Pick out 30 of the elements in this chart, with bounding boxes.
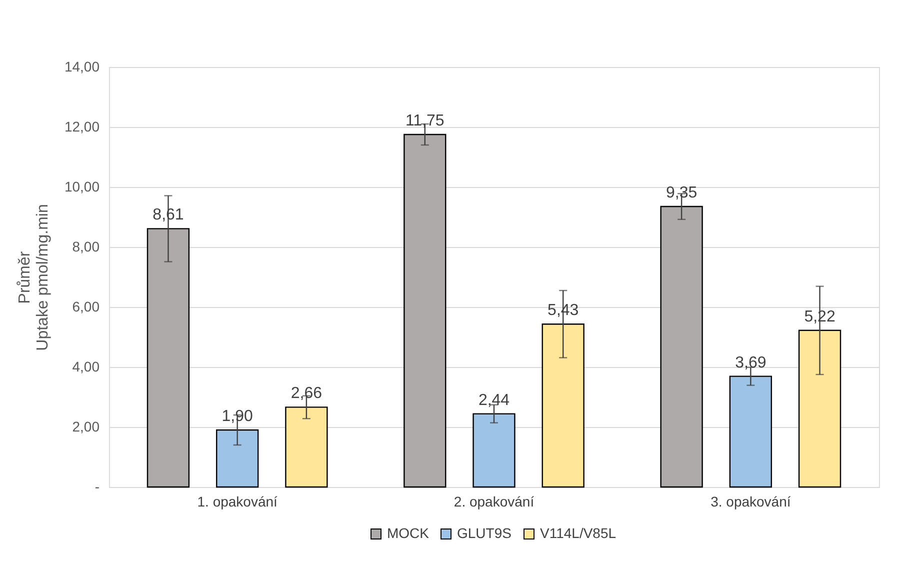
bar (798, 330, 842, 488)
y-tick-label: 2,00 (72, 418, 100, 434)
data-label: 2,66 (290, 385, 322, 402)
bar (146, 228, 190, 488)
y-tick-label: 4,00 (72, 358, 100, 374)
data-label: 3,69 (735, 354, 766, 372)
legend-label: V114L/V85L (540, 525, 616, 541)
y-tick-label: - (94, 478, 100, 494)
bar (472, 413, 516, 488)
bar (542, 324, 584, 488)
data-label: 9,35 (666, 184, 698, 202)
data-label: 1,90 (222, 408, 254, 425)
y-tick-label: 6,00 (72, 298, 100, 314)
bar (285, 406, 328, 488)
x-tick-label: 1. opakování (197, 494, 278, 510)
y-tick-label: 14,00 (64, 58, 100, 74)
data-label: 11,75 (405, 112, 444, 130)
y-tick-label: 12,00 (64, 118, 100, 134)
x-tick-label: 2. opakování (454, 494, 534, 510)
y-tick-label: 8,00 (72, 238, 100, 254)
data-label: 2,44 (478, 392, 510, 409)
y-axis-title: Průměr Uptake pmol/mg.min (16, 204, 52, 351)
legend-label: MOCK (387, 525, 430, 541)
x-tick-label: 3. opakování (710, 494, 791, 510)
legend-label: GLUT9S (457, 525, 512, 541)
y-tick-label: 10,00 (64, 178, 100, 194)
bar (660, 206, 703, 488)
bar (404, 134, 446, 488)
bar (216, 429, 259, 488)
bar (729, 376, 772, 488)
